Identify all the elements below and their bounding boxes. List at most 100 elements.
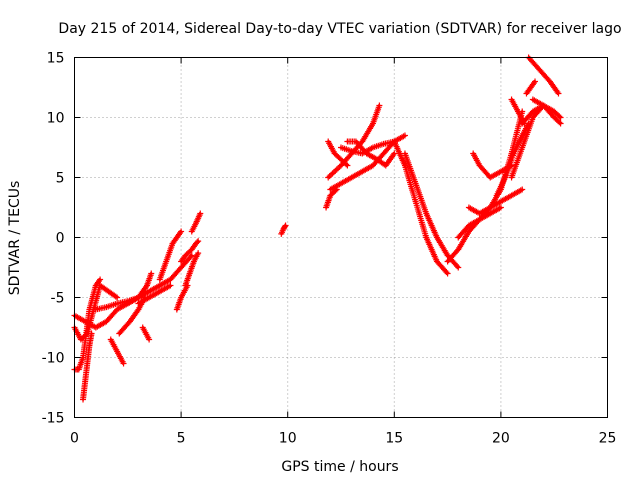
y-tick-label: -15 [42, 411, 65, 427]
data-series-s35 [523, 78, 539, 97]
data-point [199, 212, 202, 215]
data-point [122, 362, 125, 365]
data-point [354, 140, 358, 143]
data-point [158, 278, 161, 281]
data-point [158, 290, 161, 293]
data-point [457, 236, 460, 239]
data-point [83, 380, 87, 383]
data-point [164, 260, 168, 263]
data-point [467, 230, 471, 233]
x-tick-label: 25 [599, 431, 617, 447]
data-point [365, 152, 368, 155]
data-point [361, 140, 364, 143]
data-point [184, 284, 187, 287]
data-point [98, 284, 102, 287]
data-point [115, 296, 119, 299]
data-series-s9 [135, 282, 174, 307]
x-tick-label: 15 [385, 431, 403, 447]
data-point [510, 176, 513, 179]
data-series-s28 [455, 204, 504, 241]
data-point [118, 332, 121, 335]
data-point [512, 152, 515, 155]
data-point [346, 140, 349, 143]
data-point [145, 284, 149, 287]
data-point [284, 224, 287, 227]
data-point [361, 152, 364, 155]
data-point [192, 260, 196, 263]
data-point [339, 146, 343, 149]
data-point [435, 260, 439, 263]
data-point [521, 188, 524, 191]
data-point [190, 248, 193, 251]
data-point [147, 290, 151, 293]
data-series-s14 [178, 238, 202, 265]
data-point [105, 320, 108, 323]
data-point [414, 200, 417, 203]
y-tick-label: 5 [56, 171, 65, 187]
data-point [382, 152, 385, 155]
data-point [478, 212, 481, 215]
data-point [553, 116, 556, 119]
data-point [88, 308, 91, 311]
data-point [346, 164, 349, 167]
data-series-s31 [508, 102, 547, 181]
data-point [446, 254, 449, 257]
data-point [98, 278, 102, 281]
data-point [179, 296, 183, 299]
data-series-s27 [465, 186, 526, 217]
data-point [190, 254, 193, 257]
data-point [196, 239, 200, 243]
data-point [542, 104, 545, 107]
data-point [516, 110, 520, 113]
data-point [503, 176, 507, 179]
data-point [403, 164, 407, 167]
data-point [531, 98, 535, 101]
data-point [94, 284, 98, 287]
data-point [510, 98, 513, 101]
data-point [327, 176, 330, 179]
data-point [382, 142, 385, 146]
data-series-s25 [401, 150, 462, 271]
data-series-s34 [508, 96, 528, 127]
data-series-s23 [344, 138, 398, 169]
data-point [179, 230, 183, 233]
x-tick-label: 20 [492, 431, 510, 447]
data-point [147, 296, 151, 299]
data-series-s11 [143, 270, 155, 289]
y-axis-label: SDTVAR / TECUs [7, 181, 23, 296]
data-point [559, 122, 562, 125]
data-point [499, 200, 503, 203]
data-point [499, 170, 503, 173]
data-series-s29 [470, 150, 515, 181]
data-point [194, 242, 198, 245]
data-point [403, 134, 407, 137]
data-point [533, 80, 537, 83]
data-point [77, 368, 80, 371]
data-point [371, 146, 375, 149]
data-point [548, 80, 552, 83]
data-series-s24 [391, 138, 451, 277]
data-point [184, 254, 187, 257]
data-point [489, 176, 492, 179]
data-point [361, 170, 364, 173]
y-tick-label: -10 [42, 351, 65, 367]
data-series-s21 [325, 138, 351, 169]
data-point [169, 284, 172, 287]
data-point [115, 308, 119, 311]
data-point [90, 332, 93, 335]
data-point [529, 86, 532, 89]
data-point [137, 296, 140, 299]
data-point [107, 290, 110, 293]
y-tick-label: 15 [47, 51, 65, 67]
x-axis-label: GPS time / hours [281, 459, 398, 475]
data-point [521, 134, 524, 137]
data-point [137, 302, 140, 305]
data-series-s12 [156, 228, 185, 283]
data-point [88, 344, 91, 347]
data-point [521, 146, 524, 149]
data-point [339, 182, 343, 185]
x-tick-label: 5 [177, 431, 186, 447]
data-point [531, 116, 535, 119]
data-point [350, 149, 353, 153]
data-point [147, 338, 151, 341]
